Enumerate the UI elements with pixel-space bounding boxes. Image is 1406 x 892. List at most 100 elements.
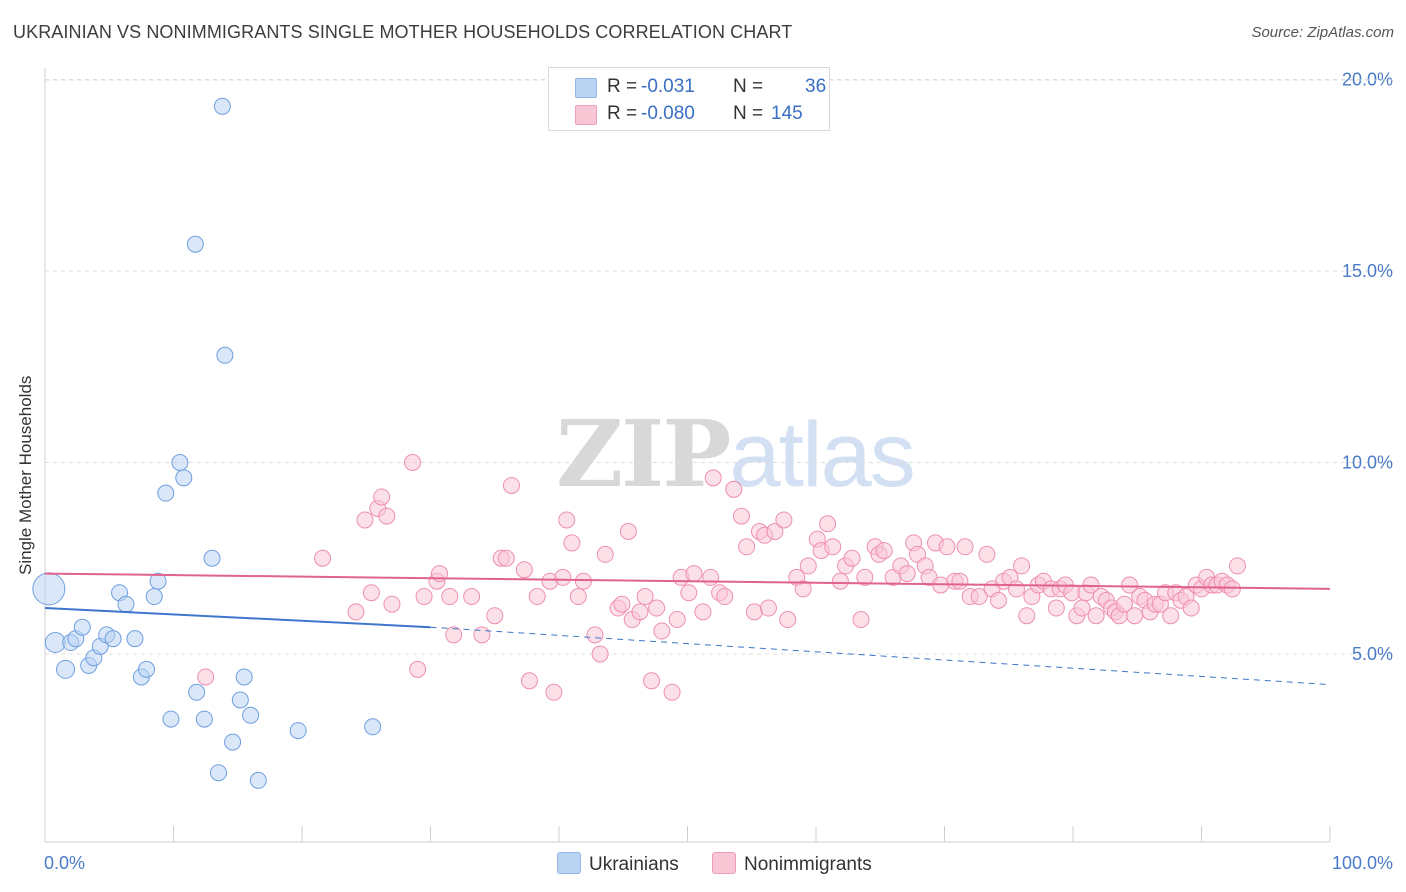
nonimmigrants-point: [843, 549, 861, 567]
nonimmigrants-point: [716, 588, 734, 606]
nonimmigrants-point: [463, 588, 481, 606]
nonimmigrants-point: [415, 588, 433, 606]
legend-n-value: 145: [771, 103, 803, 124]
nonimmigrants-point: [1162, 607, 1180, 625]
nonimmigrants-point: [856, 568, 874, 586]
ukrainians-point: [126, 630, 144, 648]
nonimmigrants-point: [520, 672, 538, 690]
ukrainians-point: [117, 595, 135, 613]
ukrainians-point: [235, 668, 253, 686]
nonimmigrants-point: [745, 603, 763, 621]
ukrainians-point: [364, 718, 382, 736]
ukrainians-point: [149, 572, 167, 590]
ukrainians-point: [224, 733, 242, 751]
legend-label-ukrainians: Ukrainians: [589, 854, 679, 875]
watermark: ZIPatlas: [556, 400, 916, 508]
ukrainians-point: [157, 484, 175, 502]
nonimmigrants-point: [1018, 607, 1036, 625]
nonimmigrants-point: [347, 603, 365, 621]
nonimmigrants-point: [831, 572, 849, 590]
ukrainians-point: [195, 710, 213, 728]
ukrainians-point: [209, 764, 227, 782]
legend-item-nonimmigrants: Nonimmigrants: [712, 852, 872, 876]
nonimmigrants-point: [824, 538, 842, 556]
nonimmigrants-point: [356, 511, 374, 529]
nonimmigrants-point: [1115, 595, 1133, 613]
nonimmigrants-point: [591, 645, 609, 663]
nonimmigrants-point: [515, 561, 533, 579]
ukrainians-point: [289, 722, 307, 740]
nonimmigrants-point: [668, 611, 686, 629]
nonimmigrants-point: [1007, 580, 1025, 598]
nonimmigrants-point: [875, 542, 893, 560]
x-tick-label: 0.0%: [44, 853, 85, 873]
legend-r-label: R =: [607, 76, 638, 97]
nonimmigrants-point: [989, 591, 1007, 609]
nonimmigrants-point: [643, 672, 661, 690]
nonimmigrants-point: [486, 607, 504, 625]
ukrainians-point: [203, 549, 221, 567]
nonimmigrants-point: [362, 584, 380, 602]
ukrainians-point: [104, 630, 122, 648]
ukrainians-point: [186, 235, 204, 253]
nonimmigrants-point: [779, 611, 797, 629]
nonimmigrants-point: [653, 622, 671, 640]
nonimmigrants-point: [314, 549, 332, 567]
legend-swatch-ukrainians: [557, 852, 581, 874]
nonimmigrants-point: [441, 588, 459, 606]
ukrainians-point: [231, 691, 249, 709]
nonimmigrants-point: [563, 534, 581, 552]
nonimmigrants-point: [545, 683, 563, 701]
legend-n-label: N =: [733, 76, 764, 97]
ukrainians-point: [145, 588, 163, 606]
chart-title: UKRAINIAN VS NONIMMIGRANTS SINGLE MOTHER…: [13, 22, 793, 42]
legend-swatch-nonimmigrants: [575, 105, 597, 125]
legend-swatch-nonimmigrants: [712, 852, 736, 874]
ukrainians-point: [56, 659, 76, 679]
nonimmigrants-point: [1223, 580, 1241, 598]
nonimmigrants-point: [852, 611, 870, 629]
ukrainians-point: [32, 572, 66, 606]
ukrainians-point: [249, 771, 267, 789]
nonimmigrants-point: [569, 588, 587, 606]
nonimmigrants-point: [970, 588, 988, 606]
y-tick-label: 10.0%: [1342, 453, 1393, 473]
nonimmigrants-point: [404, 454, 422, 471]
nonimmigrants-point: [554, 568, 572, 586]
nonimmigrants-point: [702, 568, 720, 586]
nonimmigrants-point: [445, 626, 463, 644]
nonimmigrants-point: [373, 488, 391, 506]
nonimmigrants-point: [1126, 607, 1144, 625]
nonimmigrants-point: [1182, 599, 1200, 617]
ukrainians-point: [175, 469, 193, 487]
nonimmigrants-point: [383, 595, 401, 613]
nonimmigrants-point: [738, 538, 756, 556]
nonimmigrants-point: [574, 572, 592, 590]
source-label: Source: ZipAtlas.com: [1251, 24, 1394, 41]
stats-legend: R = -0.031 N = 36 R = -0.080 N = 145: [548, 67, 830, 131]
nonimmigrants-point: [1013, 557, 1031, 575]
nonimmigrants-point: [732, 507, 750, 525]
nonimmigrants-point: [197, 668, 215, 686]
nonimmigrants-point: [1073, 599, 1091, 617]
nonimmigrants-point: [586, 626, 604, 644]
nonimmigrants-point: [978, 545, 996, 563]
ukrainians-point: [216, 346, 234, 364]
nonimmigrants-point: [631, 603, 649, 621]
ukrainians-point: [171, 454, 189, 471]
nonimmigrants-point: [1087, 607, 1105, 625]
y-tick-label: 15.0%: [1342, 261, 1393, 281]
nonimmigrants-point: [819, 515, 837, 533]
legend-r-label: R =: [607, 103, 638, 124]
legend-n-label: N =: [733, 103, 764, 124]
nonimmigrants-point: [799, 557, 817, 575]
nonimmigrants-point: [409, 660, 427, 678]
nonimmigrants-point: [648, 599, 666, 617]
nonimmigrants-point: [685, 565, 703, 583]
ukrainians-point: [213, 97, 231, 115]
nonimmigrants-point: [1063, 584, 1081, 602]
ukrainians-trend-extension: [430, 626, 1331, 686]
ukrainians-point: [242, 706, 260, 724]
nonimmigrants-point: [759, 599, 777, 617]
